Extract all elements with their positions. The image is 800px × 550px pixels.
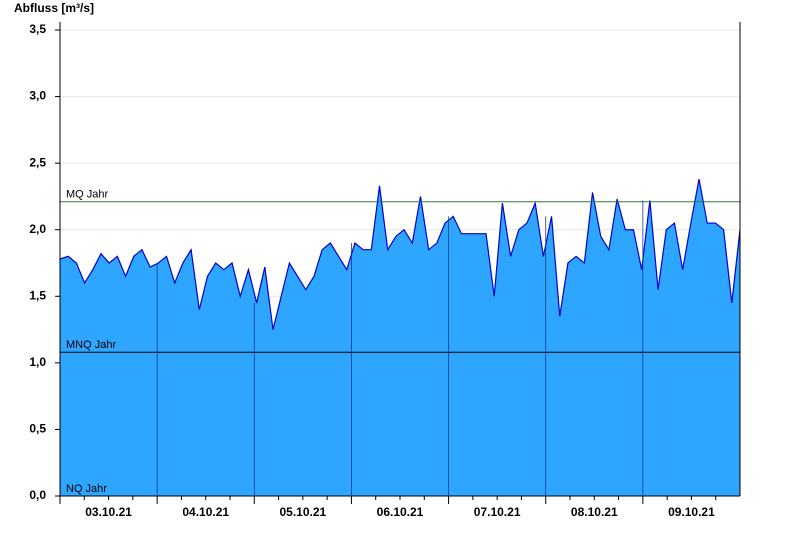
- reference-label: MQ Jahr: [66, 189, 109, 201]
- y-tick-label: 3,0: [29, 89, 46, 103]
- reference-label: NQ Jahr: [66, 483, 107, 495]
- y-tick-label: 3,5: [29, 22, 46, 36]
- reference-label: MNQ Jahr: [66, 339, 116, 351]
- x-tick-label: 05.10.21: [279, 505, 326, 519]
- y-tick-label: 2,5: [29, 155, 46, 169]
- x-tick-label: 03.10.21: [85, 505, 132, 519]
- area: [60, 179, 740, 496]
- y-tick-label: 0,0: [29, 488, 46, 502]
- y-axis-label: Abfluss [m³/s]: [14, 1, 94, 15]
- x-tick-label: 07.10.21: [474, 505, 521, 519]
- y-tick-label: 0,5: [29, 422, 46, 436]
- x-tick-label: 09.10.21: [668, 505, 715, 519]
- y-tick-label: 1,0: [29, 355, 46, 369]
- line: [59, 179, 741, 330]
- x-tick-label: 08.10.21: [571, 505, 618, 519]
- x-tick-label: 06.10.21: [377, 505, 424, 519]
- x-tick-label: 04.10.21: [182, 505, 229, 519]
- y-tick-label: 2,0: [29, 222, 46, 236]
- y-tick-label: 1,5: [29, 288, 46, 302]
